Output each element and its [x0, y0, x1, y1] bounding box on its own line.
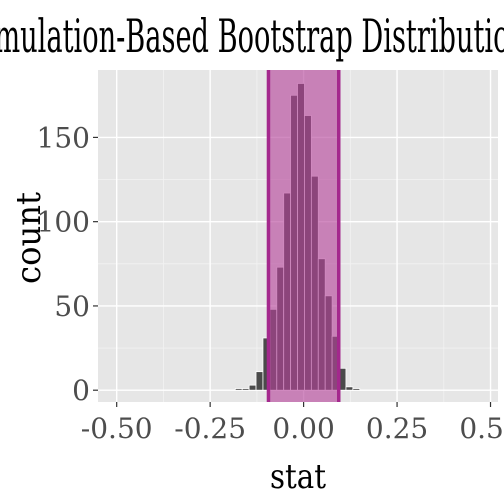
histogram-bar [352, 388, 361, 391]
x-tick-label: 0.00 [272, 412, 334, 445]
x-tick-label: 0.50 [459, 412, 504, 445]
y-tick-label: 150 [37, 121, 90, 154]
y-axis-title: count [9, 192, 49, 284]
histogram-bar [248, 384, 257, 391]
histogram-bar [255, 371, 264, 391]
x-axis: -0.50 -0.25 0.00 0.25 0.50 [81, 402, 504, 445]
y-axis: 0 50 100 150 [37, 121, 98, 407]
histogram-bar [234, 388, 243, 391]
x-tick-label: -0.25 [174, 412, 246, 445]
x-axis-title: stat [270, 457, 326, 497]
x-tick-label: 0.25 [366, 412, 428, 445]
y-tick-label: 50 [54, 290, 90, 323]
y-tick-label: 0 [72, 374, 90, 407]
chart-title: Simulation-Based Bootstrap Distribution [0, 9, 504, 63]
confidence-interval [266, 70, 341, 402]
x-tick-label: -0.50 [81, 412, 153, 445]
histogram-bar [345, 386, 354, 391]
interval-shade [268, 70, 339, 402]
y-tick-label: 100 [37, 206, 90, 239]
histogram-bar [241, 388, 250, 391]
